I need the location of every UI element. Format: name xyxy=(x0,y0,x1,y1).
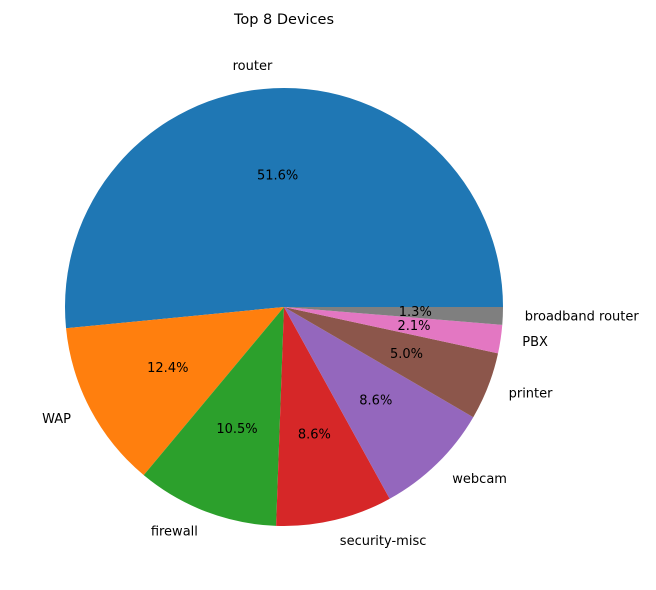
pie-slice-printer xyxy=(284,307,499,418)
percent-label-webcam: 8.6% xyxy=(359,394,392,409)
percent-label-printer: 5.0% xyxy=(390,347,423,362)
slice-labels: router WAP firewall security-misc webcam prin… xyxy=(42,59,639,549)
pie-slice-firewall xyxy=(143,307,284,526)
slice-label-pbx: PBX xyxy=(522,335,548,350)
percent-label-wap: 12.4% xyxy=(147,361,188,376)
slice-label-broadband-router: broadband router xyxy=(525,309,640,324)
slice-label-security-misc: security-misc xyxy=(340,534,427,549)
percent-labels: 51.6% 12.4% 10.5% 8.6% 8.6% 5.0% 2.1%1.3% xyxy=(147,168,432,442)
pie-slice-wap xyxy=(66,307,284,476)
slice-label-printer: printer xyxy=(509,387,554,402)
percent-label-router: 51.6% xyxy=(257,168,298,183)
pie-slice-security-misc xyxy=(276,307,390,527)
pie-slices xyxy=(64,87,504,527)
pie-slice-router xyxy=(64,87,504,329)
percent-label-firewall: 10.5% xyxy=(216,422,257,437)
slice-label-webcam: webcam xyxy=(452,472,507,487)
slice-label-router: router xyxy=(233,59,273,74)
slice-label-wap: WAP xyxy=(42,412,71,427)
percent-label-broadband-router: 1.3% xyxy=(399,305,432,320)
pie-slice-pbx xyxy=(284,307,503,354)
chart-title: Top 8 Devices xyxy=(233,12,334,28)
percent-label-security-misc: 8.6% xyxy=(298,427,331,442)
slice-label-firewall: firewall xyxy=(151,525,198,540)
pie-slice-webcam xyxy=(284,307,474,499)
percent-label-pbx: 2.1% xyxy=(397,319,430,334)
pie-slice-broadband-router xyxy=(284,307,503,325)
